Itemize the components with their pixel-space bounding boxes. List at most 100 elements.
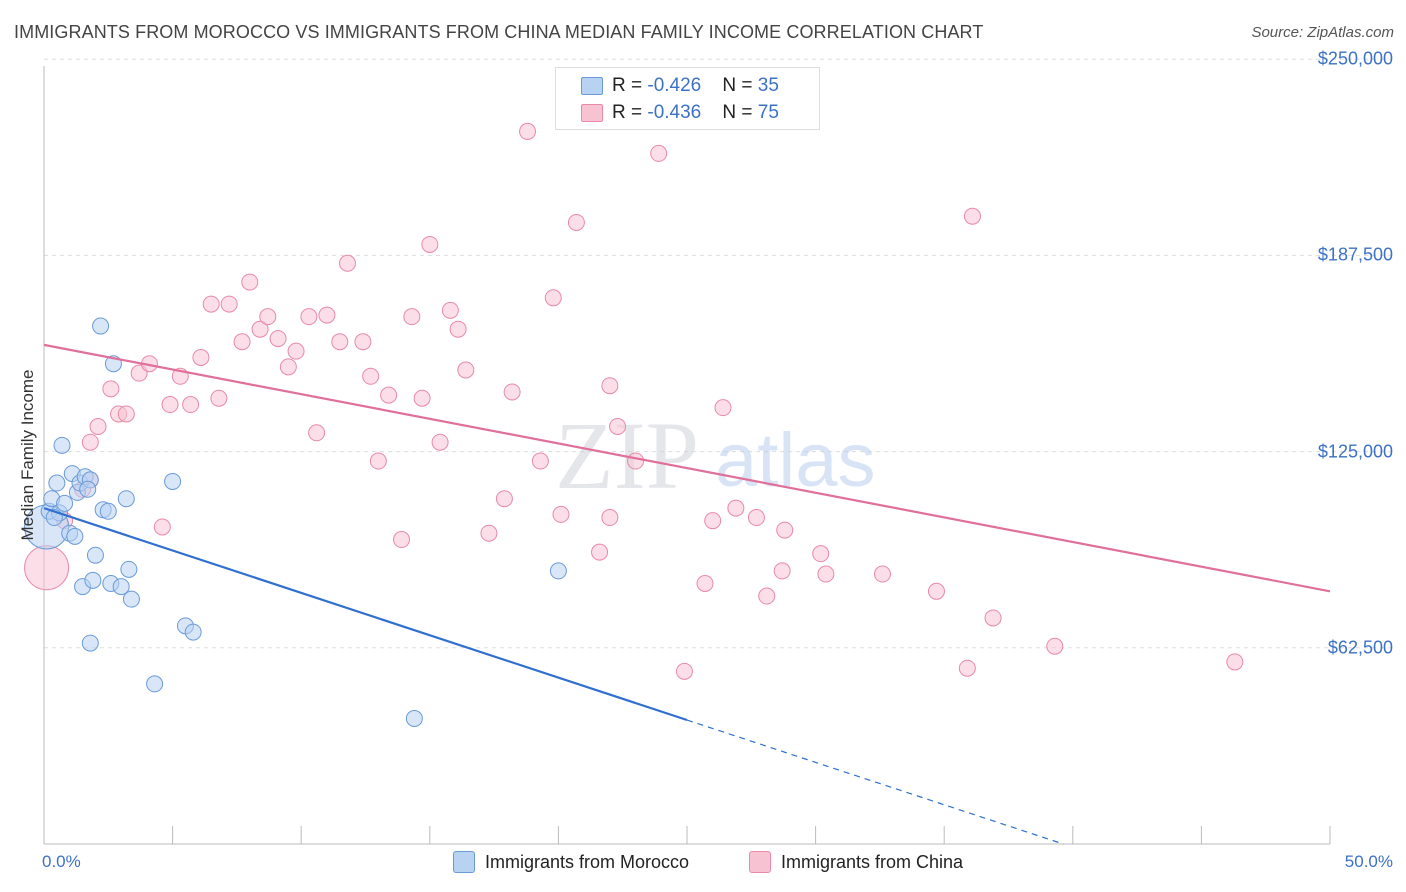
china-point [380,386,398,404]
china-point [1046,637,1064,655]
china-point [182,396,200,414]
china-points [24,122,1244,680]
china-point [544,289,562,307]
china-point [300,308,318,326]
china-point [776,521,794,539]
china-point [210,389,228,407]
legend-item-morocco[interactable]: Immigrants from Morocco [453,851,689,873]
morocco-trend-extension [686,719,1064,845]
y-tick-label: $62,500 [1327,637,1393,658]
china-point [81,433,99,451]
morocco-point [184,623,202,641]
morocco-point [48,474,66,492]
china-point [704,512,722,530]
morocco-points [24,317,567,727]
legend-swatch-china [749,851,771,873]
legend-swatch-morocco [453,851,475,873]
morocco-point [53,436,71,454]
y-tick-label: $187,500 [1317,244,1393,265]
legend-row-china: R = -0.436 N = 75 [581,100,779,126]
china-point [601,377,619,395]
y-tick-label: $125,000 [1317,441,1393,462]
trend-lines [43,343,1331,845]
china-point [102,380,120,398]
china-point [393,531,411,549]
china-point [927,582,945,600]
morocco-point [66,527,84,545]
morocco-point [79,480,97,498]
china-point [449,320,467,338]
china-point [338,254,356,272]
china-point [567,213,585,231]
correlation-legend: R = -0.426 N = 35 R = -0.436 N = 75 [555,67,820,130]
china-point [503,383,521,401]
legend-item-china[interactable]: Immigrants from China [749,851,963,873]
china-point [747,509,765,527]
china-point [1226,653,1244,671]
chart-title: IMMIGRANTS FROM MOROCCO VS IMMIGRANTS FR… [14,22,984,42]
morocco-point [86,546,104,564]
china-point [773,562,791,580]
china-point [696,574,714,592]
china-point [609,418,627,436]
morocco-point [405,709,423,727]
china-point [161,396,179,414]
morocco-point [56,494,74,512]
china-point [279,358,297,376]
x-tick-label-max: 50.0% [1344,852,1393,871]
china-point [480,524,498,542]
y-axis-label: Median Family Income [18,369,37,541]
china-point [241,273,259,291]
morocco-point [92,317,110,335]
china-point [457,361,475,379]
china-point [251,320,269,338]
china-point [519,122,537,140]
china-point [873,565,891,583]
legend-label-morocco: Immigrants from Morocco [485,851,690,872]
morocco-point [122,590,140,608]
china-point [153,518,171,536]
morocco-point [549,562,567,580]
china-point [308,424,326,442]
china-point [441,301,459,319]
legend-row-morocco: R = -0.426 N = 35 [581,73,779,99]
legend-china-stats: R = -0.436 N = 75 [612,102,779,123]
china-trend-line [43,343,1331,593]
china-point [362,367,380,385]
china-point [675,662,693,680]
china-point [220,295,238,313]
morocco-point [164,472,182,490]
china-point [601,509,619,527]
china-point [591,543,609,561]
morocco-point [112,578,130,596]
china-point [403,308,421,326]
watermark-atlas: atlas [715,418,876,503]
china-point [984,609,1002,627]
grid-lines [44,58,1395,649]
china-point [627,452,645,470]
china-point [727,499,745,517]
morocco-point [117,490,135,508]
china-point [958,659,976,677]
legend-morocco-stats: R = -0.426 N = 35 [612,75,779,96]
china-point [318,306,336,324]
x-tick-label-min: 0.0% [42,852,81,871]
china-point [259,308,277,326]
china-point [117,405,135,423]
morocco-point [81,634,99,652]
china-point [531,452,549,470]
china-point [287,342,305,360]
china-point [413,389,431,407]
morocco-trend-line [43,507,688,722]
series-legend: Immigrants from Morocco Immigrants from … [0,851,1406,877]
china-point [369,452,387,470]
china-point [24,545,70,591]
china-point [495,490,513,508]
axes [43,66,1331,845]
china-point [552,505,570,523]
morocco-point [120,560,138,578]
morocco-point [99,502,117,520]
legend-label-china: Immigrants from China [781,851,964,872]
morocco-point [84,571,102,589]
